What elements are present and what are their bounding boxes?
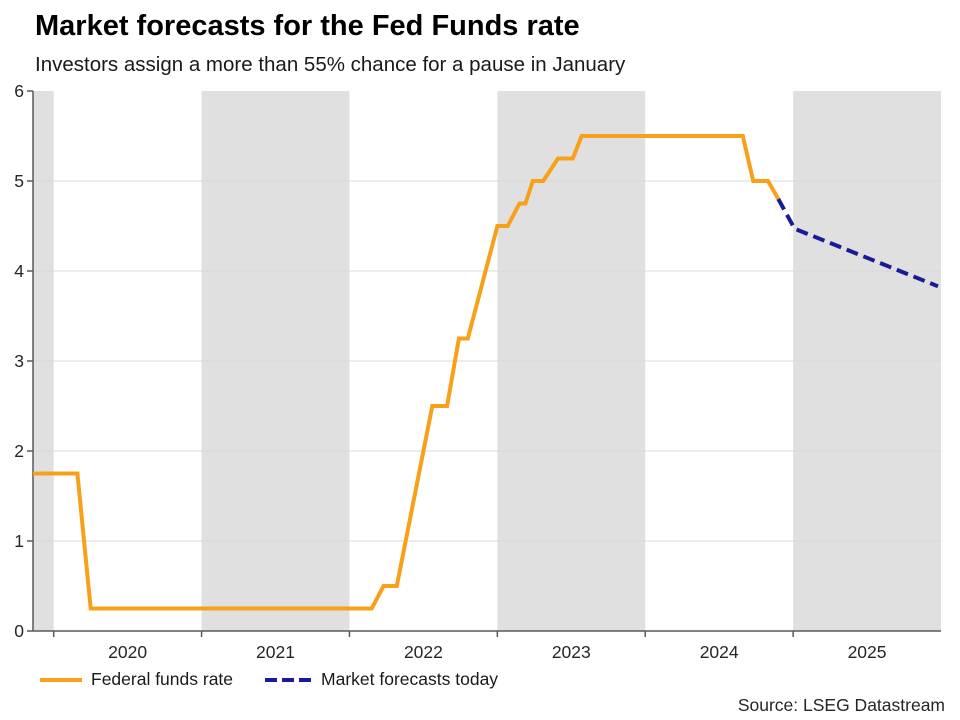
- x-tick-label: 2020: [108, 642, 147, 662]
- x-tick-label: 2021: [256, 642, 295, 662]
- chart-subtitle: Investors assign a more than 55% chance …: [35, 53, 626, 76]
- y-tick-label: 2: [14, 441, 24, 461]
- x-tick-label: 2023: [552, 642, 591, 662]
- chart-legend: Federal funds rate Market forecasts toda…: [40, 669, 498, 690]
- y-tick-label: 0: [14, 621, 24, 641]
- page-title: Market forecasts for the Fed Funds rate: [35, 10, 580, 42]
- legend-item-market-forecasts: Market forecasts today: [265, 669, 498, 690]
- dashed-line-swatch-icon: [265, 677, 313, 682]
- legend-item-federal-funds-rate: Federal funds rate: [40, 669, 233, 690]
- y-tick-label: 4: [14, 261, 24, 281]
- legend-label: Market forecasts today: [321, 669, 499, 689]
- x-tick-label: 2025: [848, 642, 887, 662]
- federal-funds-rate-line: [33, 134, 781, 611]
- x-tick-label: 2022: [404, 642, 443, 662]
- legend-label: Federal funds rate: [91, 669, 234, 689]
- y-tick-label: 6: [14, 81, 24, 101]
- y-tick-label: 5: [14, 171, 24, 191]
- market-forecasts-today-line: [776, 198, 939, 289]
- y-tick-label: 3: [14, 351, 24, 371]
- y-tick-label: 1: [14, 531, 24, 551]
- x-tick-label: 2024: [700, 642, 739, 662]
- source-attribution: Source: LSEG Datastream: [737, 695, 945, 715]
- solid-line-swatch-icon: [40, 677, 82, 682]
